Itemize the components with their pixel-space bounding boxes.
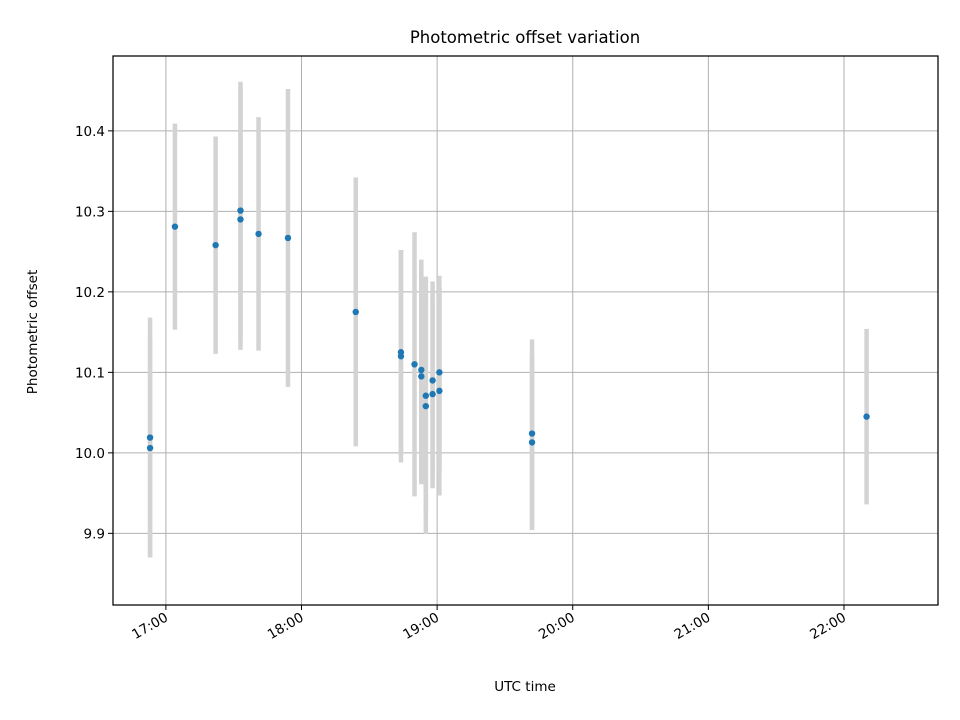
data-point [422,402,430,410]
data-point [436,387,443,395]
y-axis-label: Photometric offset [25,270,41,394]
x-axis-label: UTC time [494,679,556,695]
y-tick-label: 10.1 [75,365,105,381]
chart-title: Photometric offset variation [410,28,640,47]
data-point [528,439,536,446]
error-bars [147,81,869,558]
data-point [418,373,425,380]
data-point [237,216,244,223]
y-tick-label: 9.9 [84,526,105,542]
data-point [146,444,154,452]
y-tick-label: 10.0 [75,446,105,462]
y-axis: 9.9 10.0 10.1 10.2 10.3 10.4 [75,124,113,542]
data-points [146,207,870,452]
data-point [284,234,292,242]
x-tick-label: 17:00 [129,610,171,643]
x-axis: 17:00 18:00 19:00 20:00 21:00 22:00 [129,605,849,643]
y-tick-label: 10.4 [75,124,105,140]
data-point [436,369,443,376]
x-tick-label: 20:00 [536,610,578,643]
y-tick-label: 10.2 [75,285,105,301]
plot-frame [112,55,939,606]
x-tick-label: 19:00 [400,610,442,643]
data-point [418,366,425,374]
data-point [171,223,179,230]
data-point [863,413,870,420]
data-point [212,241,219,249]
x-tick-label: 22:00 [807,610,849,643]
grid [113,56,938,605]
data-point [422,392,430,399]
data-point [429,377,436,384]
data-point [528,430,536,437]
data-point [255,230,262,238]
data-point [397,353,405,360]
data-point [411,361,418,368]
data-point [352,308,359,316]
data-point [429,390,436,398]
x-tick-label: 18:00 [265,610,307,643]
data-point [237,207,244,214]
data-point [146,434,154,441]
y-tick-label: 10.3 [75,204,105,220]
x-tick-label: 21:00 [672,610,714,643]
